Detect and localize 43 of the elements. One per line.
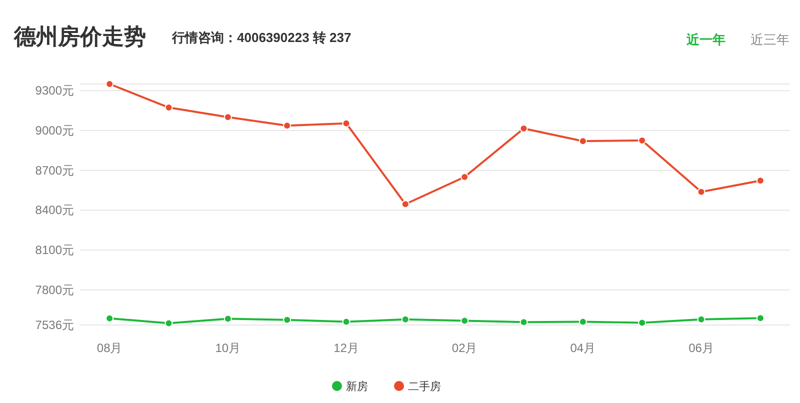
point bbox=[638, 318, 646, 327]
point bbox=[756, 314, 764, 322]
ytick: 7536元 bbox=[35, 318, 74, 332]
xtick: 02月 bbox=[452, 341, 478, 355]
xtick: 08月 bbox=[96, 341, 122, 355]
point bbox=[106, 80, 114, 88]
point bbox=[224, 314, 232, 323]
point bbox=[578, 318, 587, 326]
point bbox=[697, 188, 706, 196]
point bbox=[164, 319, 173, 328]
ytick: 8700元 bbox=[35, 163, 74, 178]
xtick: 10月 bbox=[215, 341, 241, 355]
title: 德州房价走势 bbox=[14, 24, 146, 49]
point bbox=[106, 314, 114, 322]
ytick: 9000元 bbox=[35, 124, 74, 138]
xtick: 06月 bbox=[688, 341, 714, 355]
subtitle: 行情咨询：4006390223 转 237 bbox=[172, 30, 352, 45]
point bbox=[401, 315, 410, 324]
xtick: 04月 bbox=[570, 341, 596, 355]
point bbox=[578, 137, 587, 146]
point bbox=[460, 316, 469, 325]
legend-item: 新房 bbox=[332, 381, 368, 393]
point bbox=[520, 318, 528, 326]
point bbox=[283, 122, 292, 130]
point bbox=[224, 113, 232, 122]
annotation: 近三年 bbox=[750, 32, 790, 47]
point bbox=[697, 315, 706, 324]
legend-label: 二手房 bbox=[408, 380, 441, 393]
point bbox=[401, 200, 410, 208]
legend-item: 二手房 bbox=[394, 381, 441, 393]
annotation: 近一年 bbox=[686, 32, 726, 47]
ytick: 8400元 bbox=[35, 203, 74, 218]
point bbox=[756, 176, 764, 185]
ytick: 7800元 bbox=[35, 282, 74, 297]
xtick: 12月 bbox=[334, 341, 359, 355]
point bbox=[342, 318, 350, 326]
point bbox=[342, 119, 350, 128]
legend-label: 新房 bbox=[346, 380, 368, 393]
ytick: 8100元 bbox=[35, 243, 74, 258]
point bbox=[283, 316, 292, 324]
ytick: 9300元 bbox=[35, 84, 74, 98]
point bbox=[460, 173, 469, 181]
point bbox=[520, 124, 528, 133]
